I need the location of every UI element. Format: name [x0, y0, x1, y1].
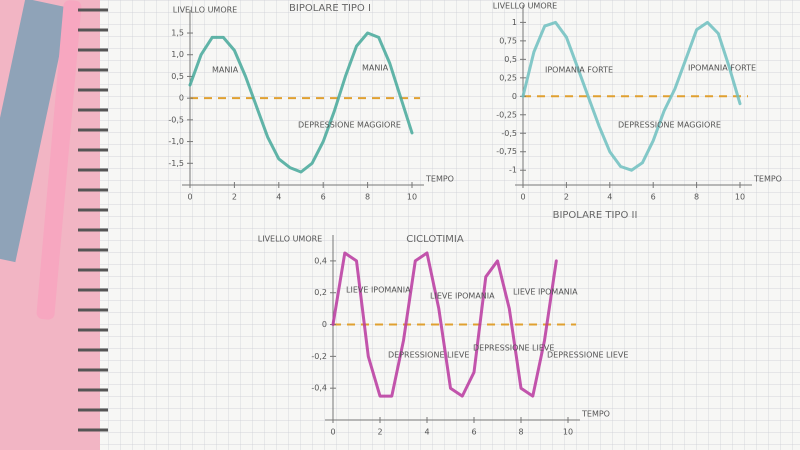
y-tick-label: -0,75: [496, 147, 517, 156]
y-tick-label: 0,25: [499, 73, 517, 82]
x-tick-label: 8: [518, 428, 523, 437]
y-tick-label: -1,0: [168, 137, 184, 146]
annotation: IPOMANIA FORTE: [688, 64, 756, 73]
annotation: LIEVE IPOMANIA: [346, 286, 411, 295]
x-tick-label: 0: [187, 193, 192, 202]
y-tick-label: 0,75: [499, 36, 517, 45]
x-tick-label: 2: [377, 428, 382, 437]
x-tick-label: 10: [735, 193, 745, 202]
annotation: MANIA: [362, 64, 389, 73]
chart-title: BIPOLARE TIPO II: [553, 210, 638, 221]
mood-line: [521, 20, 742, 172]
y-tick-label: -0,5: [501, 129, 517, 138]
x-tick-label: 4: [424, 428, 429, 437]
y-tick-label: -0,4: [311, 384, 327, 393]
spiral: [78, 8, 108, 432]
x-tick-label: 4: [607, 193, 612, 202]
y-tick-label: 0,2: [314, 288, 327, 297]
y-tick-label: 0,4: [314, 256, 327, 265]
y-tick-label: -0,25: [496, 110, 517, 119]
y-tick-label: 0,5: [504, 55, 517, 64]
y-tick-label: -1,5: [168, 159, 184, 168]
x-tick-label: 4: [276, 193, 281, 202]
annotation: DEPRESSIONE MAGGIORE: [618, 121, 721, 130]
annotation: DEPRESSIONE MAGGIORE: [298, 121, 401, 130]
annotation: DEPRESSIONE LIEVE: [547, 351, 628, 360]
x-axis-label: TEMPO: [581, 410, 610, 419]
x-tick-label: 6: [471, 428, 476, 437]
x-tick-label: 0: [330, 428, 335, 437]
x-tick-label: 10: [407, 193, 417, 202]
y-tick-label: 0,5: [171, 72, 184, 81]
annotation: DEPRESSIONE LIEVE: [388, 351, 469, 360]
x-tick-label: 0: [520, 193, 525, 202]
x-axis-label: TEMPO: [425, 175, 454, 184]
x-tick-label: 10: [563, 428, 573, 437]
annotation: LIEVE IPOMANIA: [513, 288, 578, 297]
y-tick-label: 0: [179, 94, 184, 103]
mood-line: [188, 31, 414, 174]
annotation: DEPRESSIONE LIEVE: [473, 344, 554, 353]
y-tick-label: 1: [512, 18, 517, 27]
y-axis-label: LIVELLO UMORE: [173, 6, 237, 15]
y-tick-label: 1,0: [171, 50, 184, 59]
annotation: LIEVE IPOMANIA: [430, 292, 495, 301]
x-tick-label: 6: [651, 193, 656, 202]
mood-line: [331, 251, 558, 398]
annotation: MANIA: [212, 66, 239, 75]
y-tick-label: 0: [322, 320, 327, 329]
x-tick-label: 8: [365, 193, 370, 202]
x-tick-label: 2: [564, 193, 569, 202]
y-tick-label: -0,5: [168, 115, 184, 124]
x-axis-label: TEMPO: [753, 175, 782, 184]
y-tick-label: -1: [509, 166, 517, 175]
chart-title: CICLOTIMIA: [406, 234, 464, 245]
y-axis-label: LIVELLO UMORE: [493, 2, 557, 11]
x-tick-label: 6: [321, 193, 326, 202]
annotation: IPOMANIA FORTE: [545, 66, 613, 75]
chart-title: BIPOLARE TIPO I: [289, 3, 371, 14]
ruler: [0, 0, 70, 263]
x-tick-label: 2: [232, 193, 237, 202]
y-axis-label: LIVELLO UMORE: [258, 235, 322, 244]
y-tick-label: 0: [512, 92, 517, 101]
y-tick-label: -0,2: [311, 352, 327, 361]
y-tick-label: 1,5: [171, 29, 184, 38]
pen: [36, 0, 82, 320]
x-tick-label: 8: [694, 193, 699, 202]
